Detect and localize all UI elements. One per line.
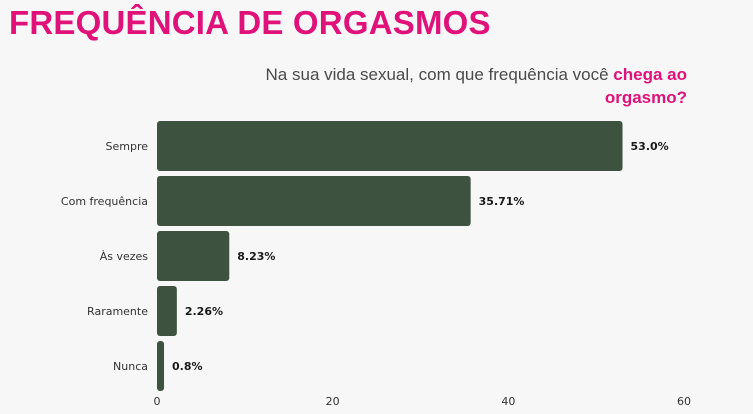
category-label: Com frequência xyxy=(61,195,148,208)
category-label: Raramente xyxy=(87,305,148,318)
x-tick-label: 60 xyxy=(677,395,691,408)
data-label: 8.23% xyxy=(237,250,275,263)
bar xyxy=(157,176,471,226)
data-label: 53.0% xyxy=(631,140,669,153)
page-title: FREQUÊNCIA DE ORGASMOS xyxy=(9,4,491,41)
subtitle-text: Na sua vida sexual, com que frequência v… xyxy=(265,65,614,84)
chart-subtitle: Na sua vida sexual, com que frequência v… xyxy=(217,63,687,109)
category-label: Sempre xyxy=(106,140,149,153)
x-tick-label: 20 xyxy=(326,395,340,408)
bar xyxy=(157,121,623,171)
category-label: Nunca xyxy=(113,360,148,373)
bar xyxy=(157,286,177,336)
bar xyxy=(157,231,230,281)
bar xyxy=(157,341,165,391)
x-tick-label: 40 xyxy=(501,395,515,408)
subtitle-highlight: chega ao orgasmo? xyxy=(604,65,687,107)
data-label: 2.26% xyxy=(185,305,223,318)
data-label: 35.71% xyxy=(479,195,525,208)
x-tick-label: 0 xyxy=(154,395,161,408)
category-label: Às vezes xyxy=(100,250,149,263)
data-label: 0.8% xyxy=(172,360,203,373)
